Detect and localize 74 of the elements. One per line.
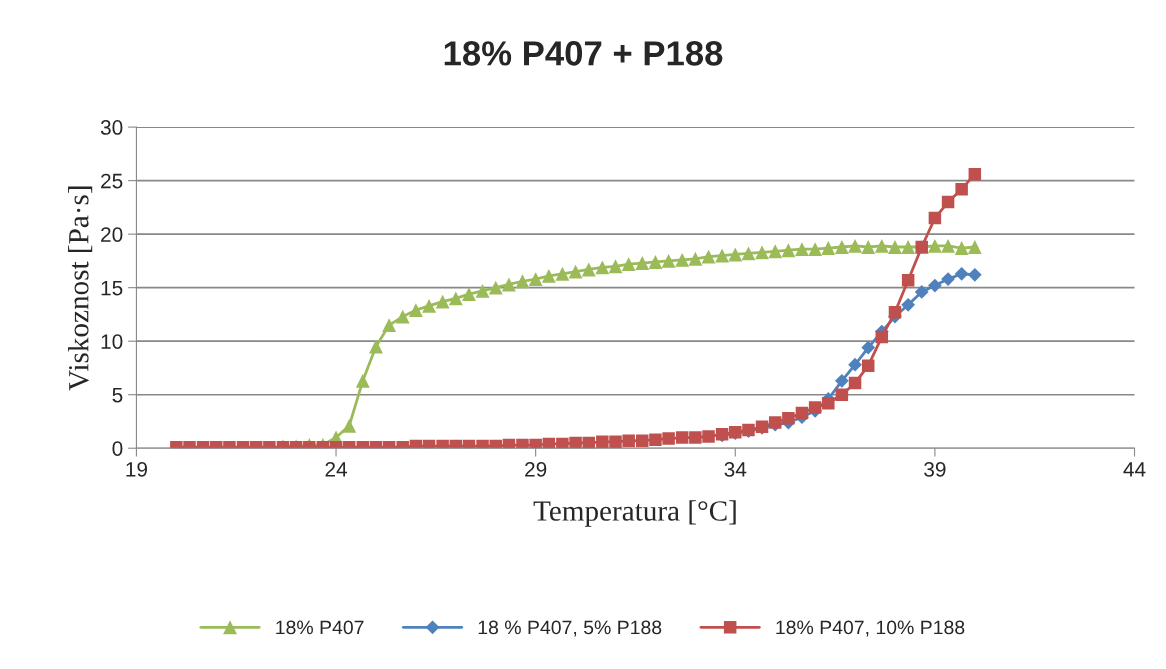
y-tick-label: 0 xyxy=(112,441,123,456)
point xyxy=(608,259,623,274)
point xyxy=(541,268,556,283)
point xyxy=(462,287,476,302)
point xyxy=(581,262,596,277)
chart-title: 18% P407 + P188 xyxy=(444,41,723,66)
point xyxy=(834,240,849,254)
point xyxy=(927,238,942,253)
point xyxy=(795,242,809,257)
point xyxy=(595,260,610,275)
point xyxy=(422,298,437,313)
point xyxy=(967,267,982,282)
point xyxy=(967,240,982,254)
point xyxy=(648,255,663,269)
point xyxy=(355,373,370,388)
point xyxy=(808,242,823,257)
point xyxy=(515,274,530,289)
y-tick-label: 20 xyxy=(101,227,123,242)
point xyxy=(675,252,690,267)
point xyxy=(941,238,956,253)
x-tick-label: 39 xyxy=(924,461,946,477)
point xyxy=(901,297,916,312)
y-axis-title: Viskoznost [Pa·s] xyxy=(68,186,93,391)
point xyxy=(821,241,836,256)
point xyxy=(835,373,849,388)
point xyxy=(928,278,942,293)
point xyxy=(661,253,676,268)
point xyxy=(488,280,503,295)
point xyxy=(715,248,730,263)
point xyxy=(688,251,703,266)
y-tick-label: 15 xyxy=(101,280,123,296)
point xyxy=(621,257,636,272)
point xyxy=(848,357,862,372)
point xyxy=(435,294,450,309)
point xyxy=(395,309,410,324)
point xyxy=(568,264,583,279)
legend-label: 18% P407 xyxy=(276,620,364,635)
point xyxy=(848,238,862,253)
point xyxy=(701,249,716,264)
point xyxy=(861,240,876,254)
point xyxy=(448,291,463,306)
point xyxy=(874,238,889,253)
x-tick-label: 44 xyxy=(1123,462,1146,477)
y-tick-label: 10 xyxy=(101,334,123,349)
point xyxy=(635,256,650,270)
point xyxy=(475,283,490,298)
point xyxy=(954,241,969,256)
point xyxy=(888,240,902,254)
x-tick-label: 34 xyxy=(724,461,747,477)
y-tick-label: 25 xyxy=(101,173,123,189)
point xyxy=(901,240,916,254)
point xyxy=(408,303,423,318)
x-axis-title: Temperatura [°C] xyxy=(533,500,736,527)
point xyxy=(342,418,357,433)
legend-label: 18% P407, 10% P188 xyxy=(776,620,965,637)
point xyxy=(914,285,929,299)
point xyxy=(555,266,570,281)
y-tick-label: 30 xyxy=(100,120,123,135)
legend-label: 18 % P407, 5% P188 xyxy=(478,620,662,637)
point xyxy=(954,266,969,281)
point xyxy=(528,272,543,287)
point xyxy=(768,244,783,259)
point xyxy=(741,246,756,261)
x-tick-label: 29 xyxy=(525,461,547,477)
point xyxy=(755,245,769,260)
point xyxy=(382,318,397,333)
point xyxy=(728,247,743,262)
x-tick-label: 19 xyxy=(126,461,148,477)
point xyxy=(501,277,516,292)
point xyxy=(861,340,876,355)
point xyxy=(941,272,955,286)
point xyxy=(781,243,796,258)
y-tick-label: 5 xyxy=(112,387,123,403)
x-tick-label: 24 xyxy=(325,461,348,477)
